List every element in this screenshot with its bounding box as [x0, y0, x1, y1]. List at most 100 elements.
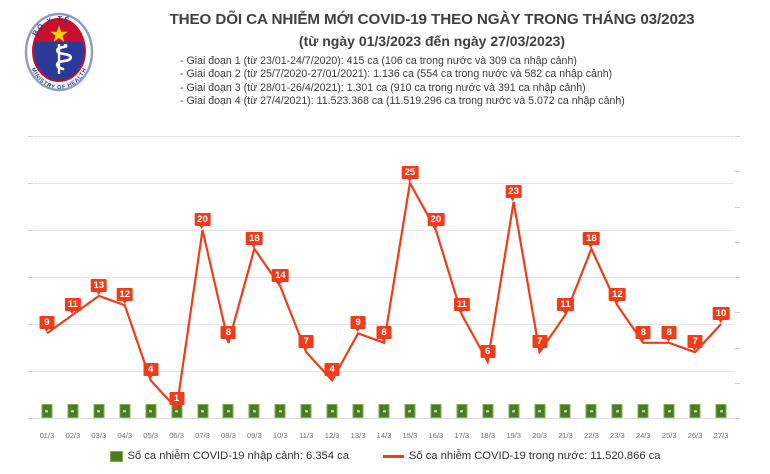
phase-summary-list: - Giai đoạn 1 (từ 23/01-24/7/2020): 415 …	[96, 55, 768, 109]
data-point-label[interactable]: 1	[169, 391, 185, 408]
x-axis-tick-label: 02/3	[65, 431, 81, 440]
imported-cases-bar[interactable]	[404, 404, 416, 418]
gridline	[34, 230, 734, 231]
data-point-label[interactable]: 11	[64, 297, 81, 314]
x-axis-tick-label: 22/3	[584, 431, 599, 440]
data-point-label[interactable]: 8	[661, 325, 677, 342]
x-axis-tick-label: 12/3	[324, 431, 340, 440]
data-point-label[interactable]: 12	[608, 288, 626, 305]
y-axis-right-tick-mark	[735, 312, 740, 314]
x-axis-tick-label: 09/3	[246, 431, 262, 440]
imported-cases-bar[interactable]	[663, 404, 675, 418]
imported-cases-bar[interactable]	[585, 404, 597, 418]
x-axis-tick-label: 13/3	[350, 431, 366, 440]
y-axis-left-tick-mark	[28, 418, 33, 419]
data-point-label[interactable]: 7	[298, 335, 314, 352]
x-axis-tick-label: 27/3	[713, 431, 729, 440]
data-point-label[interactable]: 18	[583, 231, 600, 248]
data-point-label[interactable]: 9	[350, 316, 366, 333]
legend-item-imported: Số ca nhiễm COVID-19 nhập cảnh: 6.354 ca	[109, 450, 349, 462]
x-axis-tick-label: 15/3	[402, 431, 418, 440]
y-axis-left-tick-mark	[28, 230, 33, 231]
imported-cases-bar[interactable]	[456, 404, 468, 418]
data-point-label[interactable]: 8	[220, 325, 236, 342]
imported-cases-bar[interactable]	[637, 404, 649, 418]
data-point-label[interactable]: 11	[557, 297, 574, 314]
data-point-label[interactable]: 23	[505, 184, 522, 201]
data-point-label[interactable]: 8	[635, 325, 651, 342]
imported-cases-bar[interactable]	[482, 404, 494, 418]
imported-cases-bar[interactable]	[715, 404, 727, 418]
y-axis-right-tick-mark	[735, 136, 740, 137]
x-axis-tick-label: 21/3	[558, 431, 573, 440]
imported-cases-bar[interactable]	[145, 404, 157, 418]
x-axis-tick-label: 20/3	[532, 431, 547, 440]
imported-cases-bar[interactable]	[93, 404, 105, 418]
x-axis-tick-label: 08/3	[221, 431, 236, 440]
x-axis-tick-label: 25/3	[661, 431, 677, 440]
imported-cases-bar[interactable]	[378, 404, 390, 418]
imported-cases-bar[interactable]	[67, 404, 79, 418]
imported-cases-bar[interactable]	[197, 404, 209, 418]
imported-cases-bar[interactable]	[352, 404, 364, 418]
x-axis-tick-label: 10/3	[272, 431, 288, 440]
imported-cases-bar[interactable]	[248, 404, 260, 418]
data-point-label[interactable]: 6	[480, 344, 496, 361]
phase-line-2: - Giai đoạn 2 (từ 25/7/2020-27/01/2021):…	[180, 68, 613, 81]
imported-cases-bar[interactable]	[689, 404, 701, 418]
imported-cases-bar[interactable]	[559, 404, 571, 418]
y-axis-left-tick-mark	[28, 136, 33, 137]
data-point-label[interactable]: 10	[712, 307, 730, 323]
x-axis-tick-label: 24/3	[635, 431, 651, 440]
x-axis-tick-label: 01/3	[39, 431, 55, 440]
data-point-label[interactable]: 4	[324, 363, 340, 380]
x-axis-tick-label: 07/3	[195, 431, 210, 440]
imported-cases-bar[interactable]	[508, 404, 520, 418]
y-axis-right-tick-mark	[735, 382, 740, 384]
x-axis-tick-label: 06/3	[169, 431, 184, 440]
x-axis-tick-label: 11/3	[299, 431, 314, 440]
data-point-label[interactable]: 11	[453, 297, 470, 314]
phase-line-3: - Giai đoạn 3 (từ 28/01-26/4/2021): 1.30…	[180, 81, 586, 94]
gridline	[34, 136, 734, 137]
x-axis-tick-label: 14/3	[376, 431, 392, 440]
y-axis-right-tick-mark	[735, 277, 740, 278]
data-point-label[interactable]: 8	[376, 325, 392, 342]
ministry-of-health-logo: BỘ Y TẾ MINISTRY OF HEALTH	[22, 11, 96, 93]
legend-item-domestic: Số ca nhiễm COVID-19 trong nước: 11.520.…	[382, 450, 660, 462]
data-point-label[interactable]: 25	[401, 166, 419, 182]
page-subtitle: (từ ngày 01/3/2023 đến ngày 27/03/2023)	[298, 33, 566, 49]
chart-legend: Số ca nhiễm COVID-19 nhập cảnh: 6.354 ca…	[0, 450, 770, 462]
imported-cases-bar[interactable]	[274, 404, 286, 418]
data-point-label[interactable]: 9	[39, 316, 55, 333]
imported-cases-bar[interactable]	[300, 404, 312, 418]
data-point-label[interactable]: 18	[246, 231, 263, 248]
chart-plot-area: -51015202530-112233449111312412081814749…	[28, 128, 740, 440]
imported-cases-bar[interactable]	[222, 404, 234, 418]
imported-cases-bar[interactable]	[534, 404, 546, 418]
x-axis-tick-label: 04/3	[117, 431, 133, 440]
data-point-label[interactable]: 20	[427, 213, 445, 229]
imported-cases-bar[interactable]	[611, 404, 623, 418]
red-line-icon	[382, 454, 404, 458]
gridline	[34, 277, 734, 278]
data-point-label[interactable]: 7	[532, 335, 548, 352]
imported-cases-bar[interactable]	[430, 404, 442, 418]
data-point-label[interactable]: 4	[143, 363, 159, 380]
imported-cases-bar[interactable]	[326, 404, 338, 418]
data-point-label[interactable]: 20	[194, 213, 211, 229]
x-axis-tick-label: 26/3	[687, 431, 703, 440]
imported-cases-bar[interactable]	[119, 404, 131, 418]
data-point-label[interactable]: 13	[90, 278, 108, 295]
data-point-label[interactable]: 14	[271, 269, 289, 286]
phase-line-1: - Giai đoạn 1 (từ 23/01-24/7/2020): 415 …	[180, 55, 577, 67]
x-axis-tick-label: 18/3	[480, 431, 496, 440]
x-axis-tick-label: 17/3	[454, 431, 470, 440]
y-axis-right-tick-mark	[735, 418, 740, 419]
gridline	[34, 371, 734, 372]
imported-cases-bar[interactable]	[41, 404, 53, 418]
data-point-label[interactable]: 7	[687, 335, 703, 352]
x-axis-tick-label: 23/3	[609, 431, 625, 440]
domestic-cases-line	[46, 179, 722, 412]
data-point-label[interactable]: 12	[116, 288, 134, 305]
